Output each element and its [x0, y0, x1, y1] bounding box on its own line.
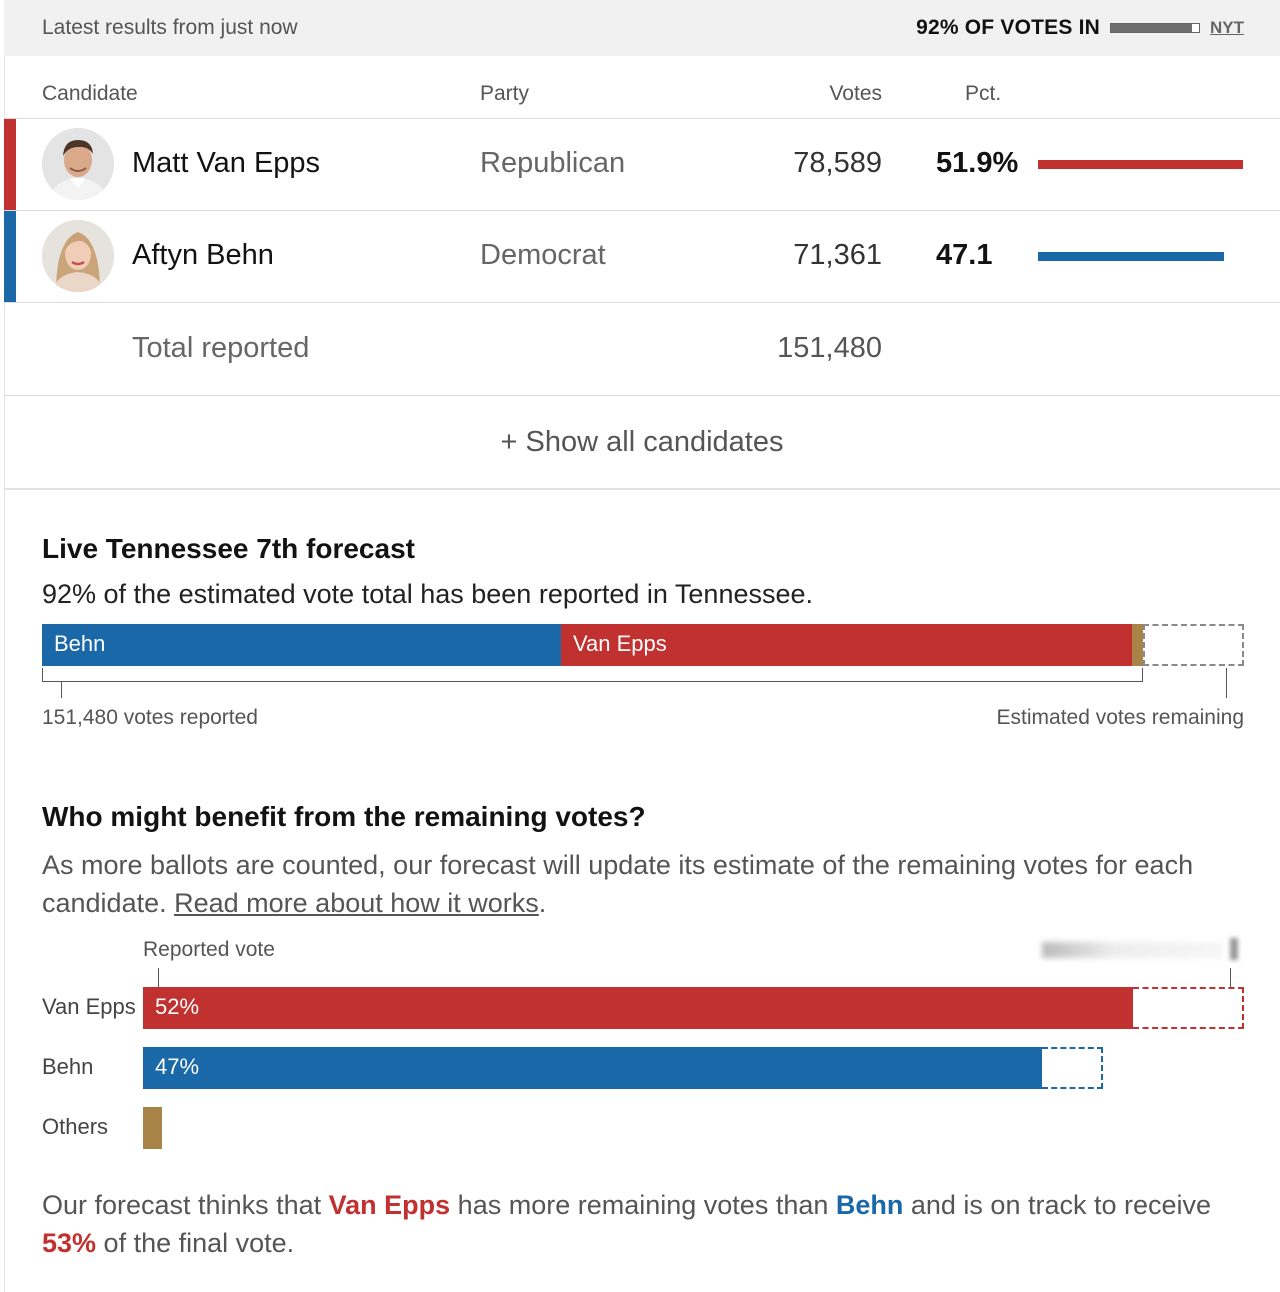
party-color-stripe — [4, 119, 16, 210]
summary-pct: 53% — [42, 1228, 97, 1258]
votes-remaining-label: Estimated votes remaining — [996, 706, 1244, 729]
summary-text: and is on track to receive — [903, 1190, 1212, 1220]
header-votes: Votes — [829, 82, 882, 105]
total-votes: 151,480 — [777, 332, 882, 364]
show-all-candidates-button[interactable]: + Show all candidates — [4, 396, 1280, 490]
votes-in-progress-fill — [1111, 24, 1192, 32]
avatar — [42, 128, 114, 200]
benefit-desc-end: . — [538, 888, 547, 918]
benefit-bar-reported — [143, 1107, 162, 1149]
source-link[interactable]: NYT — [1210, 18, 1244, 37]
avatar-van-epps-icon — [42, 128, 114, 200]
summary-text: of the final vote. — [96, 1228, 295, 1258]
votes-in-indicator: 92% OF VOTES IN NYT — [916, 16, 1244, 40]
candidate-party: Republican — [480, 147, 626, 179]
forecast-segment: Van Epps — [561, 624, 1132, 666]
reported-tick — [61, 682, 62, 698]
summary-text: has more remaining votes than — [450, 1190, 836, 1220]
remaining-tick — [1226, 668, 1227, 698]
forecast-remaining-segment — [1143, 624, 1244, 666]
candidate-name: Matt Van Epps — [132, 147, 321, 179]
table-row: Matt Van Epps Republican 78,589 51.9% — [4, 119, 1280, 211]
bar-label-van-epps: Van Epps — [42, 994, 136, 1019]
results-frame — [4, 0, 1280, 1292]
pct-bar — [1038, 252, 1224, 261]
bar-label-others: Others — [42, 1114, 109, 1139]
table-row: Aftyn Behn Democrat 71,361 47.1 — [4, 211, 1280, 303]
forecast-segment — [1132, 624, 1143, 666]
candidate-pct: 47.1 — [936, 239, 993, 271]
benefit-bar-remaining — [1133, 987, 1244, 1029]
bar-label-behn: Behn — [42, 1054, 94, 1079]
votes-reported-label: 151,480 votes reported — [42, 706, 258, 729]
candidate-votes: 71,361 — [793, 239, 882, 271]
party-color-stripe — [4, 211, 16, 302]
summary-text: Our forecast thinks that — [42, 1190, 329, 1220]
benefit-bar-reported: 47% — [143, 1047, 1042, 1089]
reported-vote-tick — [158, 968, 159, 988]
header-candidate: Candidate — [42, 82, 138, 105]
forecast-title: Live Tennessee 7th forecast — [42, 533, 415, 564]
forecast-segment: Behn — [42, 624, 561, 666]
header-party: Party — [480, 82, 530, 105]
table-header: Candidate Party Votes Pct. — [4, 56, 1280, 119]
candidate-party: Democrat — [480, 239, 606, 271]
candidate-votes: 78,589 — [793, 147, 882, 179]
avatar — [42, 220, 114, 292]
pct-bar — [1038, 160, 1243, 169]
last-updated: Latest results from just now — [42, 16, 298, 39]
status-bar: Latest results from just now 92% OF VOTE… — [4, 0, 1280, 56]
total-row: Total reported 151,480 — [4, 303, 1280, 396]
reported-vote-label: Reported vote — [143, 938, 275, 961]
votes-in-progress — [1110, 23, 1200, 33]
estimate-tick — [1230, 968, 1231, 988]
results-table: Candidate Party Votes Pct. Matt Van Epps… — [4, 56, 1280, 490]
total-label: Total reported — [132, 332, 310, 364]
read-more-link[interactable]: Read more about how it works — [174, 888, 539, 918]
summary-democrat: Behn — [835, 1190, 904, 1220]
candidate-name: Aftyn Behn — [132, 239, 274, 271]
reported-bracket — [42, 668, 1143, 682]
benefit-description: As more ballots are counted, our forecas… — [42, 846, 1242, 922]
benefit-desc-text: As more ballots are counted, our forecas… — [42, 850, 1194, 918]
benefit-bar-remaining — [1042, 1047, 1103, 1089]
forecast-bar: Behn Van Epps — [42, 624, 1244, 666]
forecast-subtitle: 92% of the estimated vote total has been… — [42, 579, 814, 609]
votes-in-label: 92% OF VOTES IN — [916, 16, 1100, 39]
avatar-behn-icon — [42, 220, 114, 292]
benefit-bar-reported: 52% — [143, 987, 1133, 1029]
header-pct: Pct. — [965, 82, 1002, 105]
blurred-label — [1042, 938, 1242, 962]
summary-republican: Van Epps — [328, 1190, 451, 1220]
benefit-title: Who might benefit from the remaining vot… — [42, 801, 646, 832]
forecast-summary: Our forecast thinks that Van Epps has mo… — [42, 1186, 1252, 1262]
candidate-pct: 51.9% — [936, 147, 1019, 179]
